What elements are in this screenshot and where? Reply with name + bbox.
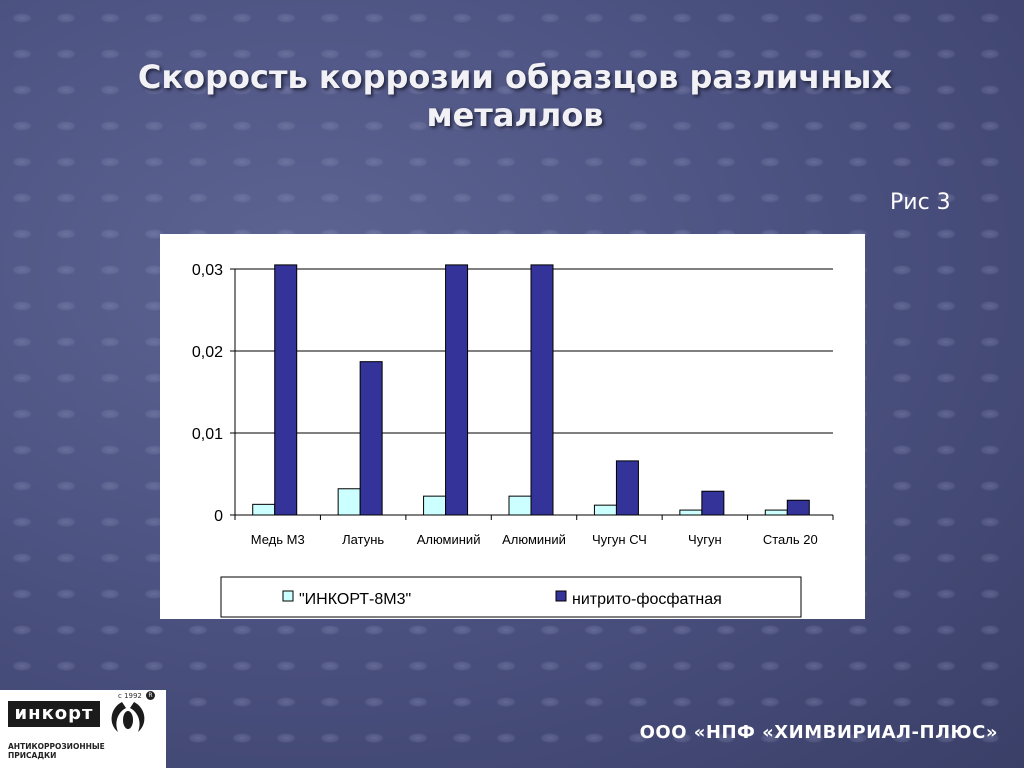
- figure-label: Рис 3: [890, 190, 951, 215]
- x-category-label: Алюминий: [502, 532, 566, 547]
- company-name: ООО «НПФ «ХИМВИРИАЛ-ПЛЮС»: [639, 722, 998, 743]
- chart-panel: 0 0,01 0,02 0,03 Медь М3 Латунь Алюминий Алюми…: [160, 234, 865, 619]
- x-category-label: Медь М3: [251, 532, 305, 547]
- y-tick-label: 0,01: [192, 426, 223, 443]
- slide-title: Скорость коррозии образцов различных мет…: [137, 58, 893, 134]
- legend: "ИНКОРТ-8М3" нитрито-фосфатная: [220, 576, 802, 618]
- registered-mark: R: [146, 691, 155, 700]
- bar: [786, 499, 810, 516]
- x-axis-labels: Медь М3 Латунь Алюминий Алюминий Чугун СЧ Чуг…: [251, 532, 818, 547]
- bar: [701, 490, 725, 516]
- legend-box: [220, 576, 802, 618]
- bar: [337, 488, 361, 516]
- legend-label: нитрито-фосфатная: [572, 591, 722, 608]
- legend-swatch: [555, 590, 567, 602]
- bar: [274, 264, 298, 516]
- y-tick-label: 0,03: [192, 262, 223, 279]
- bar: [615, 460, 639, 516]
- bars: [252, 264, 810, 516]
- legend-swatch: [282, 590, 294, 602]
- logo: с 1992 R инкорт АНТИКОРРОЗИОННЫЕ ПРИСАДК…: [0, 690, 166, 768]
- logo-year: с 1992: [118, 692, 142, 700]
- logo-subtitle-line: АНТИКОРРОЗИОННЫЕ: [8, 742, 105, 751]
- x-category-label: Чугун: [688, 532, 722, 547]
- bar-chart: 0 0,01 0,02 0,03 Медь М3 Латунь Алюминий Алюми…: [192, 262, 834, 618]
- x-category-label: Чугун СЧ: [592, 532, 647, 547]
- x-category-label: Сталь 20: [763, 532, 818, 547]
- bar: [252, 503, 276, 516]
- axes: [234, 269, 834, 520]
- y-axis-ticks: 0 0,01 0,02 0,03: [192, 262, 235, 525]
- bar: [508, 495, 532, 516]
- logo-subtitle-line: ПРИСАДКИ: [8, 751, 57, 760]
- y-tick-label: 0: [214, 508, 223, 525]
- bar: [530, 264, 554, 516]
- bar: [679, 509, 703, 516]
- logo-swirl-icon: [111, 702, 145, 732]
- bar: [764, 509, 788, 516]
- bar: [423, 495, 447, 516]
- legend-label: "ИНКОРТ-8М3": [299, 591, 411, 608]
- y-tick-label: 0,02: [192, 344, 223, 361]
- logo-subtitle: АНТИКОРРОЗИОННЫЕ ПРИСАДКИ: [8, 742, 158, 760]
- logo-wordmark: инкорт: [8, 701, 100, 727]
- x-category-label: Латунь: [342, 532, 384, 547]
- bar: [359, 361, 383, 516]
- bar: [593, 504, 617, 516]
- x-category-label: Алюминий: [417, 532, 481, 547]
- bar: [445, 264, 469, 516]
